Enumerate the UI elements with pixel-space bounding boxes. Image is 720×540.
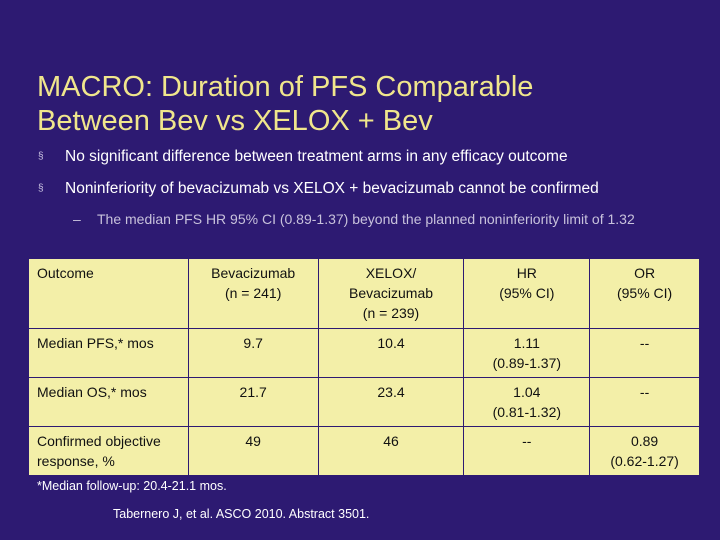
header-xelox-line: Bevacizumab [349,285,434,301]
footnote: *Median follow-up: 20.4-21.1 mos. [37,479,227,493]
header-hr: HR (95% CI) [463,258,591,329]
sub-bullet-text: The median PFS HR 95% CI (0.89-1.37) bey… [97,211,635,227]
row-hr-value: 1.11 [513,335,540,351]
row-outcome: Median PFS,* mos [28,328,189,378]
header-bev-line: (n = 241) [224,285,282,301]
header-bevacizumab: Bevacizumab (n = 241) [187,258,319,329]
header-hr-line: (95% CI) [499,285,555,301]
row-or-value: -- [639,384,650,400]
sub-bullet: – The median PFS HR 95% CI (0.89-1.37) b… [73,211,683,228]
header-or-line: OR [634,265,656,281]
row-or: -- [589,328,700,378]
slide-title-line-1: MACRO: Duration of PFS Comparable [37,71,534,103]
table-header-row: Outcome Bevacizumab (n = 241) XELOX/ Bev… [28,258,700,329]
sub-bullet-marker: – [73,211,81,227]
row-or-ci: (0.62-1.27) [610,453,679,469]
row-bev-value: 49 [187,426,319,476]
bullet-marker: § [38,183,44,194]
efficacy-table: Outcome Bevacizumab (n = 241) XELOX/ Bev… [28,258,700,476]
header-hr-line: HR [516,265,537,281]
row-xelox-value: 46 [317,426,465,476]
row-hr: 1.11 (0.89-1.37) [463,328,591,378]
header-or: OR (95% CI) [589,258,700,329]
table-row: Median OS,* mos 21.7 23.4 1.04 (0.81-1.3… [28,377,700,427]
row-outcome: Confirmed objective response, % [28,426,189,476]
row-outcome: Median OS,* mos [28,377,189,427]
row-hr: -- [463,426,591,476]
row-or: -- [589,377,700,427]
row-or: 0.89 (0.62-1.27) [589,426,700,476]
bullet-1-text: No significant difference between treatm… [65,148,568,165]
table-row: Median PFS,* mos 9.7 10.4 1.11 (0.89-1.3… [28,328,700,378]
table-row: Confirmed objective response, % 49 46 --… [28,426,700,476]
row-hr: 1.04 (0.81-1.32) [463,377,591,427]
row-or-value: -- [639,335,650,351]
bullet-1: § No significant difference between trea… [38,148,568,166]
row-xelox-value: 10.4 [317,328,465,378]
bullet-2-text: Noninferiority of bevacizumab vs XELOX +… [65,180,599,197]
row-hr-ci: (0.89-1.37) [492,355,562,371]
slide-title-line-2: Between Bev vs XELOX + Bev [37,105,433,137]
row-or-value: 0.89 [630,433,659,449]
header-bev-line: Bevacizumab [211,265,296,281]
row-bev-value: 9.7 [187,328,319,378]
bullet-2: § Noninferiority of bevacizumab vs XELOX… [38,180,599,198]
row-bev-value: 21.7 [187,377,319,427]
reference: Tabernero J, et al. ASCO 2010. Abstract … [113,507,370,521]
header-outcome: Outcome [28,258,189,329]
header-xelox: XELOX/ Bevacizumab (n = 239) [317,258,465,329]
row-hr-value: -- [522,433,532,449]
bullet-marker: § [38,151,44,162]
row-hr-ci: (0.81-1.32) [492,404,562,420]
header-xelox-line: XELOX/ [365,265,417,281]
row-xelox-value: 23.4 [317,377,465,427]
header-xelox-line: (n = 239) [362,305,420,321]
header-or-line: (95% CI) [616,285,673,301]
row-hr-value: 1.04 [513,384,541,400]
slide-title: MACRO: Duration of PFS Comparable Betwee… [37,70,697,138]
